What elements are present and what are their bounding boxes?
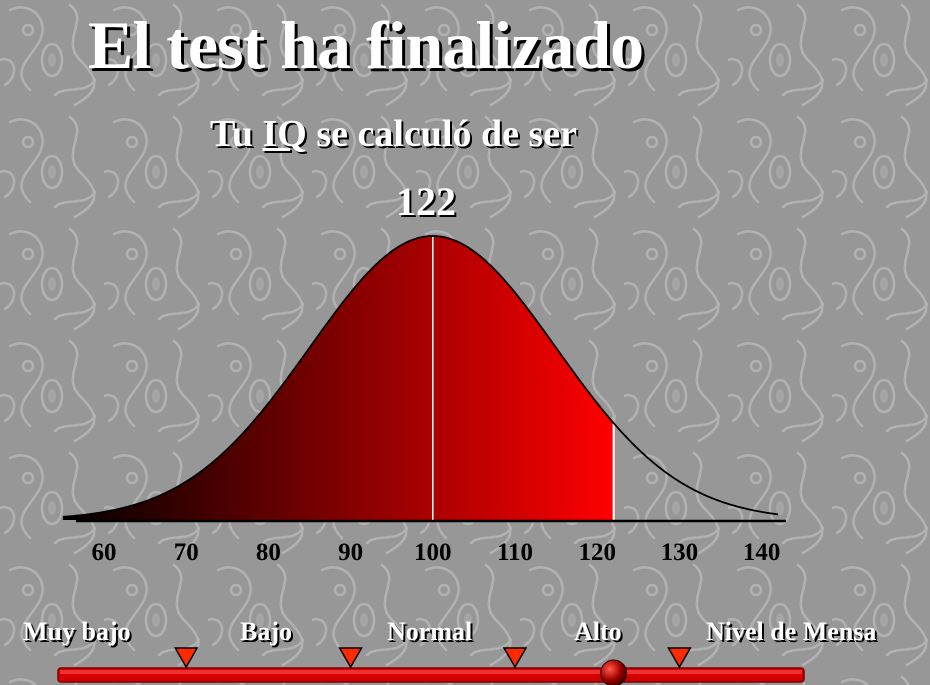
scale-bar-highlight <box>60 670 802 674</box>
x-tick-label: 100 <box>414 539 452 566</box>
level-label-alto: Alto <box>574 617 622 646</box>
page-title: El test ha finalizado <box>88 7 644 83</box>
level-label-mensa: Nivel de Mensa <box>706 617 877 646</box>
result-subtitle: Tu IQ se calculó de ser <box>210 112 577 156</box>
level-label-muy-bajo: Muy bajo <box>23 617 131 646</box>
x-tick-label: 140 <box>743 539 781 566</box>
x-tick-label: 130 <box>661 539 699 566</box>
x-tick-label: 90 <box>338 539 363 566</box>
x-tick-label: 60 <box>92 539 117 566</box>
bell-curve-line <box>62 235 779 518</box>
threshold-marker-icon <box>667 647 692 669</box>
x-tick-label: 80 <box>256 539 281 566</box>
score-position-knob <box>600 659 628 685</box>
level-label-normal: Normal <box>387 617 473 646</box>
level-label-bajo: Bajo <box>240 617 292 646</box>
threshold-marker-icon <box>173 647 199 669</box>
shaded-score-area <box>62 236 614 520</box>
subtitle-suffix: se calculó de ser <box>306 113 578 155</box>
iq-link[interactable]: IQ <box>262 113 307 155</box>
iq-level-scale <box>57 647 805 685</box>
x-tick-label: 120 <box>578 539 616 566</box>
iq-distribution-chart: 60 70 80 90 100 110 120 130 140 <box>62 235 786 566</box>
x-tick-label: 70 <box>174 539 199 566</box>
threshold-marker-icon <box>338 647 363 669</box>
subtitle-prefix: Tu <box>210 113 263 155</box>
x-tick-label: 110 <box>497 539 533 566</box>
threshold-marker-icon <box>502 647 528 669</box>
iq-score: 122 <box>396 179 456 224</box>
